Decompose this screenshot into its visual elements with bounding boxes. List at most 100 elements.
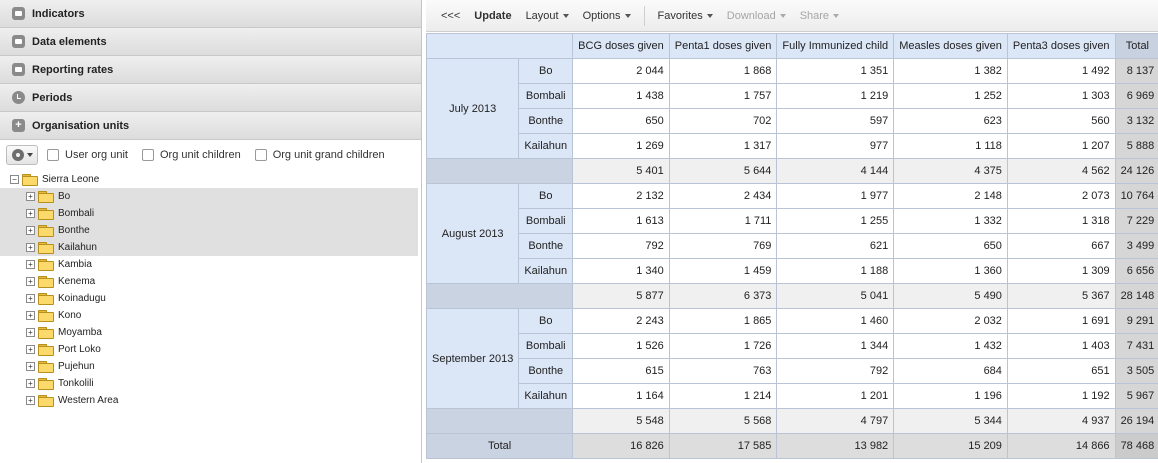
column-header-measles-doses-given[interactable]: Measles doses given [893,33,1008,59]
section-data-elements[interactable]: Data elements [0,28,421,56]
tree-node-moyamba[interactable]: + Moyamba [0,324,418,341]
table-row: July 2013 Bo 2 044 1 868 1 351 1 382 1 492 8 13… [425,58,1158,159]
table-row: August 2013 Bo 2 132 2 434 1 977 2 148 2 073 10… [425,183,1158,284]
options-menu-button[interactable]: Options [576,10,638,22]
value-cell: 977 [776,133,895,159]
tree-node-label: Port Loko [58,344,101,355]
checkbox-label: Org unit grand children [272,148,385,161]
subtotal-cell: 5 644 [668,158,778,184]
grand-total-row: Total 16 826 17 585 13 982 15 209 14 866 78 46… [425,433,1158,459]
value-cell: 1 460 [776,308,895,334]
share-menu-button[interactable]: Share [793,10,846,22]
chevron-down-icon [833,13,840,18]
grand-total-cell: 17 585 [668,433,778,459]
section-organisation-units[interactable]: Organisation units [0,112,421,140]
tree-node-tonkolili[interactable]: + Tonkolili [0,375,418,392]
tree-node-pujehun[interactable]: + Pujehun [0,358,418,375]
tree-node-port-loko[interactable]: + Port Loko [0,341,418,358]
collapse-icon[interactable]: − [10,175,19,184]
tree-node-sierra-leone[interactable]: − Sierra Leone [0,171,421,188]
org-unit-header: Kailahun [518,258,574,284]
tree-node-kailahun[interactable]: + Kailahun [0,239,418,256]
chart-icon [12,63,25,76]
row-total-cell: 6 656 [1114,258,1158,284]
expand-icon[interactable]: + [26,243,35,252]
period-header: September 2013 [425,308,520,409]
value-cell: 1 344 [776,333,895,359]
section-label: Data elements [32,35,107,48]
expand-icon[interactable]: + [26,192,35,201]
layout-label: Layout [525,9,559,22]
section-reporting-rates[interactable]: Reporting rates [0,56,421,84]
checkbox-box[interactable] [254,148,267,161]
tree-node-bonthe[interactable]: + Bonthe [0,222,418,239]
download-menu-button[interactable]: Download [720,10,793,22]
checkbox-box[interactable] [141,148,154,161]
value-cell: 792 [572,233,670,259]
tree-node-kenema[interactable]: + Kenema [0,273,418,290]
value-cell: 2 148 [893,183,1008,209]
table-row: Kailahun 1 164 1 214 1 201 1 196 1 192 5 967 [427,383,1158,409]
subtotal-cell: 6 373 [668,283,778,309]
expand-icon[interactable]: + [26,328,35,337]
row-total-cell: 6 969 [1114,83,1158,109]
column-header-total[interactable]: Total [1114,33,1158,59]
expand-icon[interactable]: + [26,311,35,320]
expand-icon[interactable]: + [26,277,35,286]
layout-menu-button[interactable]: Layout [519,10,576,22]
user-org-unit-checkbox[interactable]: User org unit [47,148,128,161]
expand-icon[interactable]: + [26,362,35,371]
row-total-cell: 5 967 [1114,383,1158,409]
checkbox-label: User org unit [65,148,128,161]
tree-node-bo[interactable]: + Bo [0,188,418,205]
section-periods[interactable]: Periods [0,84,421,112]
tree-node-bombali[interactable]: + Bombali [0,205,418,222]
tree-node-label: Western Area [58,395,119,406]
expand-icon[interactable]: + [26,396,35,405]
expand-icon[interactable]: + [26,209,35,218]
section-indicators[interactable]: Indicators [0,0,421,28]
value-cell: 651 [1006,358,1116,384]
subtotal-cell: 5 568 [668,408,778,434]
tree-node-kambia[interactable]: + Kambia [0,256,418,273]
column-header-fully-immunized-child[interactable]: Fully Immunized child [776,33,895,59]
table-row: Bombali 1 438 1 757 1 219 1 252 1 303 6 969 [427,83,1158,109]
section-label: Organisation units [32,119,130,132]
org-unit-header: Bo [518,183,574,209]
value-cell: 650 [893,233,1008,259]
org-unit-grand-children-checkbox[interactable]: Org unit grand children [254,148,385,161]
subtotal-cell: 5 041 [776,283,895,309]
chevron-down-icon [562,13,569,18]
download-label: Download [726,9,776,22]
chevron-down-icon [624,13,631,18]
expand-icon[interactable]: + [26,345,35,354]
org-unit-header: Kailahun [518,133,574,159]
table-row: Bonthe 650 702 597 623 560 3 132 [427,108,1158,134]
expand-icon[interactable]: + [26,226,35,235]
value-cell: 1 332 [893,208,1008,234]
subtotal-cell: 4 562 [1006,158,1116,184]
collapse-panel-button[interactable]: <<< [441,9,461,22]
column-header-penta1-doses-given[interactable]: Penta1 doses given [668,33,778,59]
tree-node-western-area[interactable]: + Western Area [0,392,418,409]
favorites-menu-button[interactable]: Favorites [651,10,720,22]
value-cell: 702 [668,108,778,134]
org-unit-children-checkbox[interactable]: Org unit children [141,148,241,161]
grand-total-label: Total [425,433,574,459]
expand-icon[interactable]: + [26,260,35,269]
tree-node-koinadugu[interactable]: + Koinadugu [0,290,418,307]
row-total-cell: 3 505 [1114,358,1158,384]
value-cell: 1 492 [1006,58,1116,84]
column-header-penta3-doses-given[interactable]: Penta3 doses given [1006,33,1116,59]
org-unit-settings-button[interactable] [6,144,38,165]
subtotal-row: 5 548 5 568 4 797 5 344 4 937 26 194 [425,408,1158,434]
gear-icon [11,148,24,161]
tree-node-kono[interactable]: + Kono [0,307,418,324]
column-header-bcg-doses-given[interactable]: BCG doses given [572,33,670,59]
expand-icon[interactable]: + [26,379,35,388]
update-button[interactable]: Update [474,9,512,22]
checkbox-box[interactable] [47,148,59,161]
table-row: Kailahun 1 340 1 459 1 188 1 360 1 309 6 656 [427,258,1158,284]
expand-icon[interactable]: + [26,294,35,303]
value-cell: 1 382 [893,58,1008,84]
